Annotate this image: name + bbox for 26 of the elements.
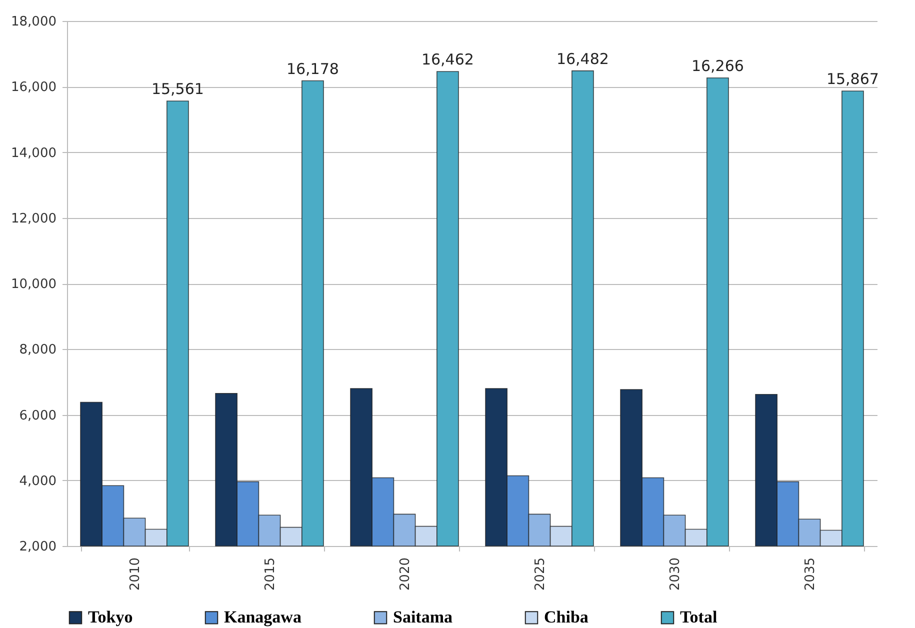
legend-label: Kanagawa <box>224 608 302 627</box>
x-tick-label: 2035 <box>803 558 818 591</box>
y-tick-label: 4,000 <box>19 474 56 489</box>
data-label: 16,462 <box>421 50 474 68</box>
y-tick-label: 2,000 <box>19 540 56 554</box>
x-tick-label: 2025 <box>533 558 548 591</box>
legend-label: Saitama <box>393 608 453 627</box>
legend-label: Tokyo <box>88 608 133 627</box>
data-label: 15,867 <box>826 70 879 88</box>
y-tick-label: 10,000 <box>11 277 56 292</box>
x-tick-label: 2010 <box>128 558 143 591</box>
legend-label: Total <box>680 608 718 627</box>
y-tick-label: 14,000 <box>11 146 56 161</box>
data-label: 16,178 <box>286 60 339 78</box>
y-tick-label: 8,000 <box>19 342 56 358</box>
y-tick-label: 16,000 <box>11 80 56 96</box>
data-label: 16,266 <box>691 56 744 75</box>
x-tick-label: 2020 <box>398 558 413 591</box>
y-tick-label: 18,000 <box>11 14 56 30</box>
data-label: 15,561 <box>151 80 204 98</box>
x-tick-label: 2015 <box>263 558 278 591</box>
data-label: 16,482 <box>556 50 609 68</box>
x-tick-label: 2030 <box>668 558 683 591</box>
y-tick-label: 12,000 <box>11 211 56 226</box>
y-tick-label: 6,000 <box>19 408 56 424</box>
legend-label: Chiba <box>544 608 589 627</box>
